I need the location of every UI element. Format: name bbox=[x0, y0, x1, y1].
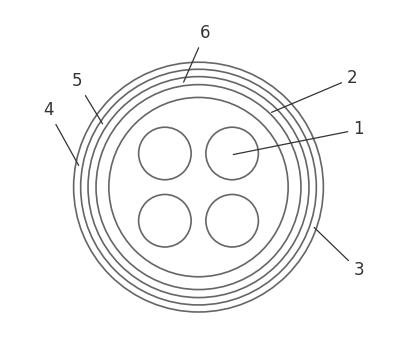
Text: 6: 6 bbox=[183, 24, 210, 82]
Text: 4: 4 bbox=[43, 101, 79, 165]
Text: 2: 2 bbox=[272, 69, 358, 113]
Text: 1: 1 bbox=[233, 120, 364, 154]
Text: 3: 3 bbox=[314, 228, 364, 279]
Text: 5: 5 bbox=[71, 72, 102, 124]
